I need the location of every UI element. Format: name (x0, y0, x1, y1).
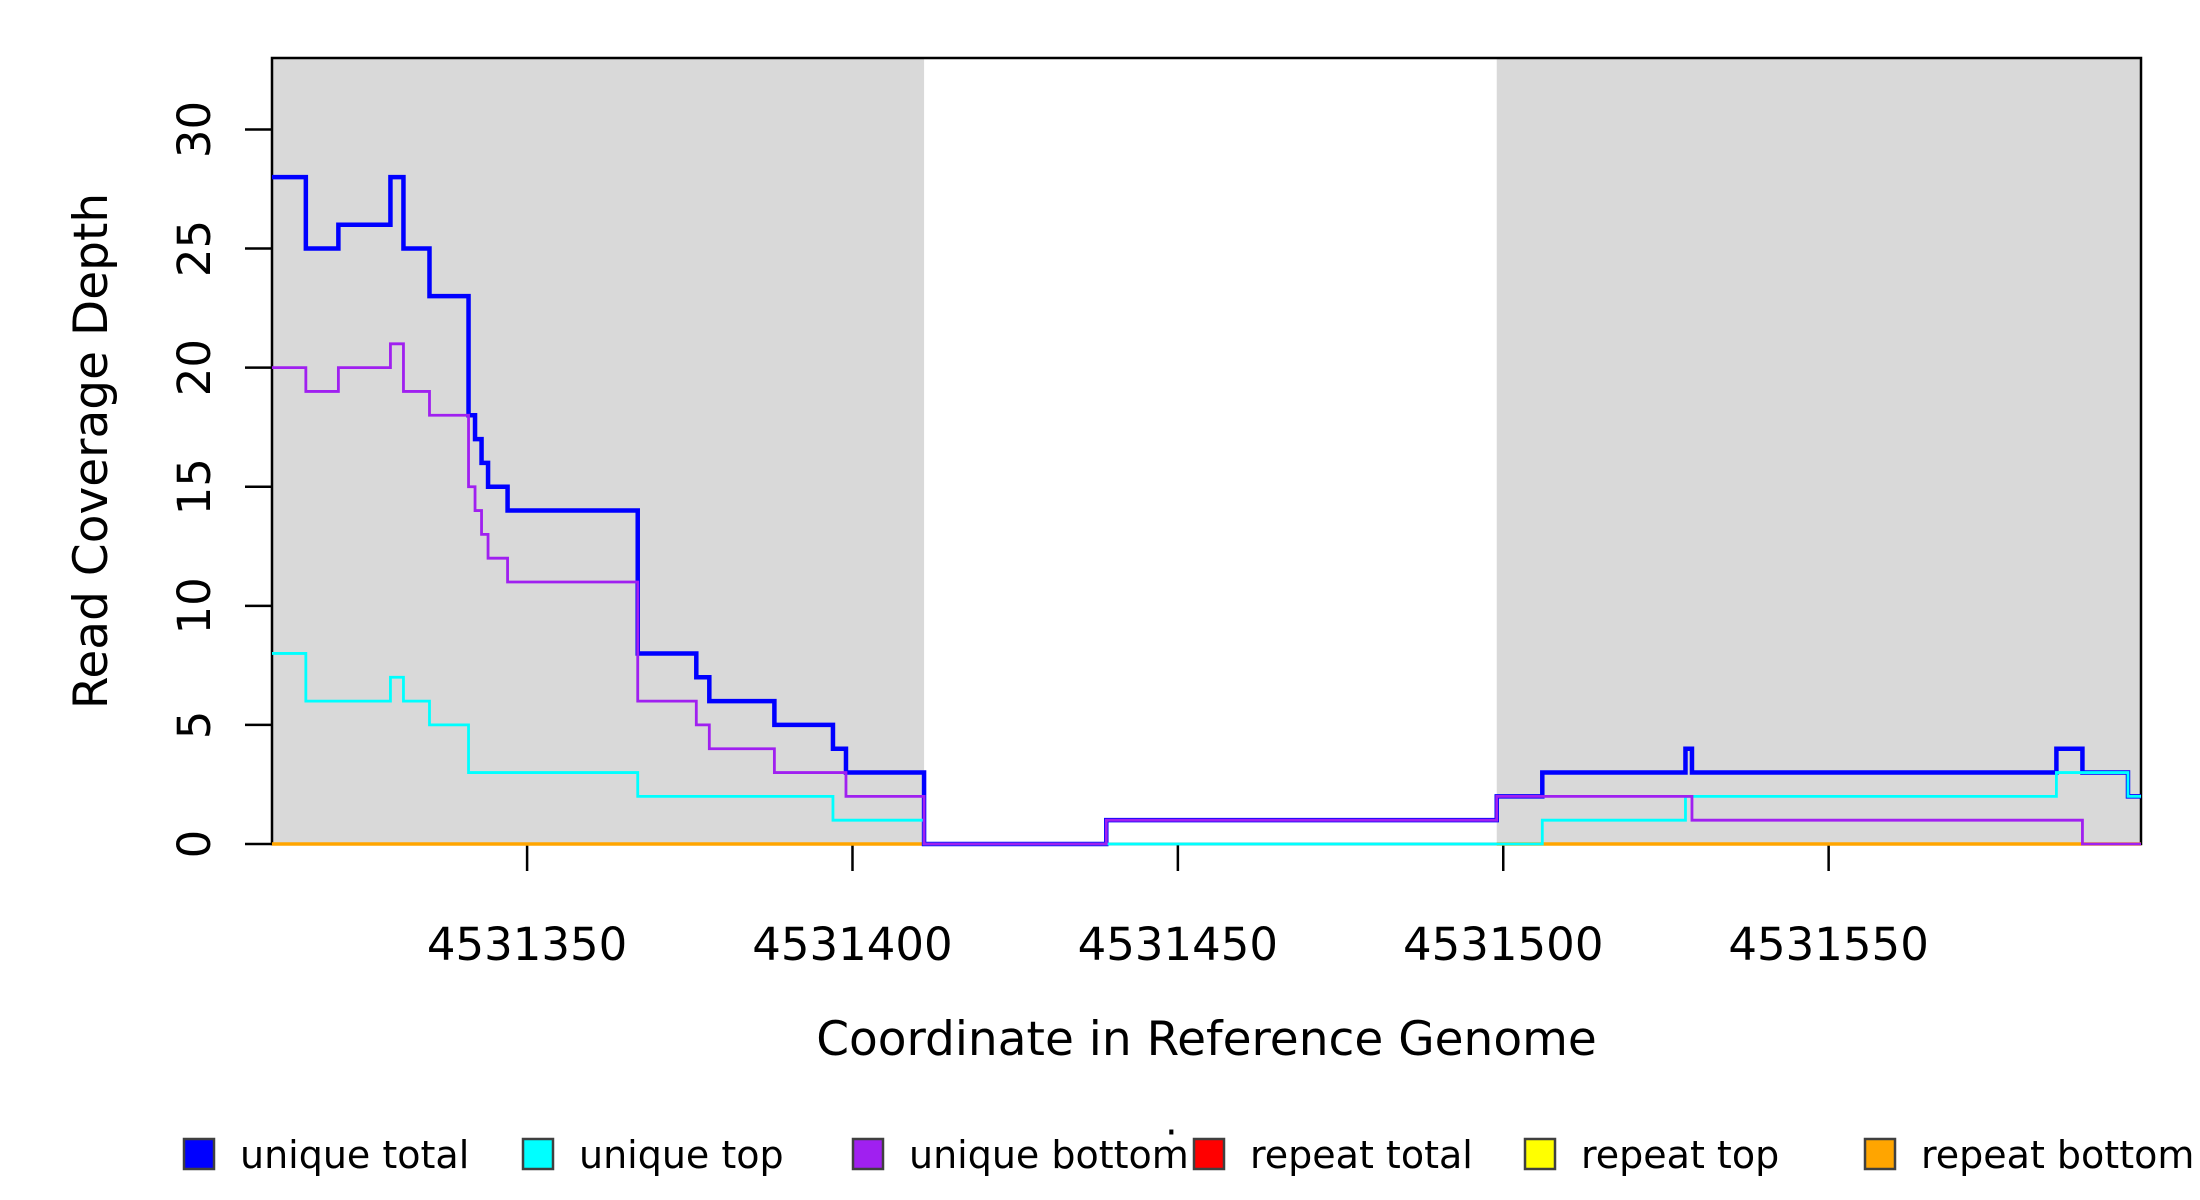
legend-label-unique-bottom: unique bottom (909, 1133, 1189, 1177)
legend-label-repeat-bottom: repeat bottom (1921, 1133, 2194, 1177)
y-tick-label: 20 (168, 339, 221, 396)
legend-swatch-unique-bottom (851, 1137, 885, 1171)
shaded-region (1496, 58, 2141, 844)
x-tick-label: 4531500 (1403, 918, 1603, 971)
legend-label-unique-total: unique total (240, 1133, 469, 1177)
series-line-unique-top (272, 652, 2141, 846)
y-tick-label: 25 (168, 220, 221, 277)
y-tick-label: 10 (168, 577, 221, 634)
y-tick-label: 15 (168, 458, 221, 515)
y-tick-label: 0 (168, 830, 221, 859)
series-line-unique-total (272, 174, 2141, 847)
legend-swatch-repeat-bottom (1863, 1137, 1897, 1171)
legend-swatch-unique-total (182, 1137, 216, 1171)
legend-label-repeat-total: repeat total (1250, 1133, 1473, 1177)
x-tick-label: 4531450 (1078, 918, 1278, 971)
x-tick-label: 4531550 (1728, 918, 1928, 971)
x-axis-title: Coordinate in Reference Genome (816, 1012, 1597, 1067)
legend-swatch-repeat-total (1192, 1137, 1226, 1171)
shaded-region (272, 58, 925, 844)
legend-label-repeat-top: repeat top (1581, 1133, 1779, 1177)
series-line-unique-bottom (272, 342, 2141, 846)
legend-label-unique-top: unique top (579, 1133, 784, 1177)
y-axis-title: Read Coverage Depth (64, 193, 119, 709)
x-tick-label: 4531350 (427, 918, 627, 971)
x-tick-label: 4531400 (752, 918, 952, 971)
legend-swatch-unique-top (521, 1137, 555, 1171)
y-tick-label: 30 (168, 101, 221, 158)
legend-swatch-repeat-top (1523, 1137, 1557, 1171)
y-tick-label: 5 (168, 711, 221, 740)
stray-dot: · (1165, 1110, 1178, 1156)
